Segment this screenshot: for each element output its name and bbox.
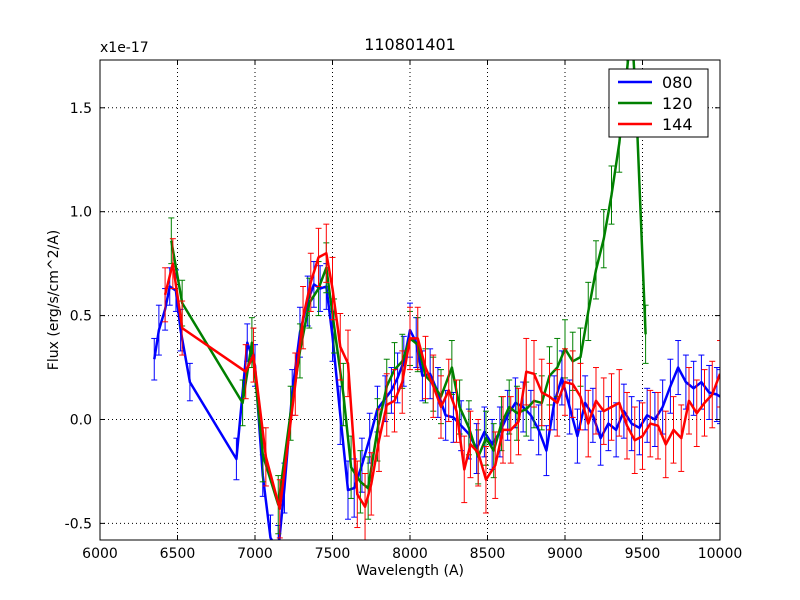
axis-ticks: 6000 6500 7000 7500 8000 8500 9000 9500 10000 -0.… [65, 60, 743, 562]
series-line-080 [153, 283, 720, 540]
x-tick-label: 6500 [160, 546, 196, 562]
legend-label-080: 080 [662, 73, 693, 92]
y-offset-label: x1e-17 [100, 40, 149, 56]
legend-label-144: 144 [662, 115, 693, 134]
y-tick-label: -0.5 [65, 516, 92, 532]
y-tick-label: 0.5 [70, 309, 92, 325]
x-tick-label: 7500 [315, 546, 351, 562]
x-axis-label: Wavelength (A) [356, 563, 464, 579]
x-tick-label: 9000 [547, 546, 583, 562]
x-tick-label: 8000 [392, 546, 428, 562]
y-axis-label: Flux (erg/s/cm^2/A) [46, 230, 62, 370]
series-144 [162, 223, 720, 540]
x-tick-label: 6000 [82, 546, 118, 562]
legend: 080 120 144 [608, 68, 709, 138]
legend-label-120: 120 [662, 94, 693, 113]
series-line-120 [170, 60, 647, 506]
y-tick-label: 0.0 [70, 412, 92, 428]
x-tick-label: 7000 [237, 546, 273, 562]
series-line-144 [163, 251, 720, 511]
series-group [151, 60, 720, 540]
y-tick-label: 1.5 [70, 101, 92, 117]
chart-title: 110801401 [364, 35, 456, 54]
x-tick-label: 8500 [470, 546, 506, 562]
y-tick-label: 1.0 [70, 205, 92, 221]
x-tick-label: 10000 [698, 546, 743, 562]
x-tick-label: 9500 [625, 546, 661, 562]
